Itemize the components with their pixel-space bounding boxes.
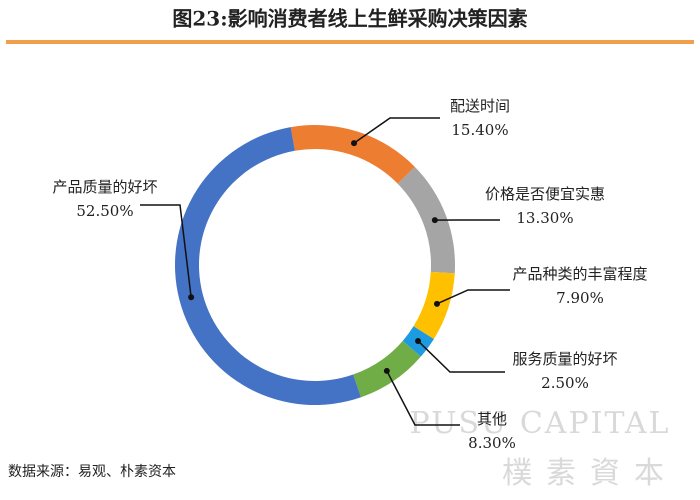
leader-dot <box>433 300 440 307</box>
donut-slice <box>174 127 362 405</box>
leader-line <box>386 370 460 426</box>
slice-label: 产品质量的好坏 <box>52 178 157 196</box>
donut-slice <box>397 166 455 274</box>
slice-label: 配送时间 <box>450 97 510 115</box>
leader-dot <box>383 367 390 374</box>
slice-label: 其他 <box>477 410 507 428</box>
slice-value: 52.50% <box>76 202 133 220</box>
source: 数据来源：易观、朴素资本 <box>8 464 176 480</box>
slice-value: 7.90% <box>556 289 604 307</box>
title-rule <box>6 40 694 44</box>
slice-label: 服务质量的好坏 <box>512 350 617 368</box>
chart-title: 图23:影响消费者线上生鲜采购决策因素 <box>172 7 527 31</box>
leader-dot <box>188 294 195 301</box>
leader-dot <box>415 337 422 344</box>
donut-slice <box>290 125 415 184</box>
slice-label: 价格是否便宜实惠 <box>485 185 605 203</box>
leader-dot <box>431 217 438 224</box>
slice-value: 15.40% <box>451 121 508 139</box>
slice-value: 13.30% <box>516 209 573 227</box>
leader-dot <box>351 140 358 147</box>
slice-value: 8.30% <box>468 434 516 452</box>
leader-line <box>353 117 440 144</box>
leader-line <box>140 204 192 298</box>
watermark-text: PUSU CAPITAL <box>410 406 671 441</box>
leader-line <box>417 340 505 373</box>
leader-line <box>436 289 510 305</box>
watermark-seal: 樸素資本 <box>502 456 678 491</box>
slice-label: 产品种类的丰富程度 <box>512 265 647 283</box>
slice-value: 2.50% <box>541 374 589 392</box>
donut-slice <box>413 271 455 339</box>
